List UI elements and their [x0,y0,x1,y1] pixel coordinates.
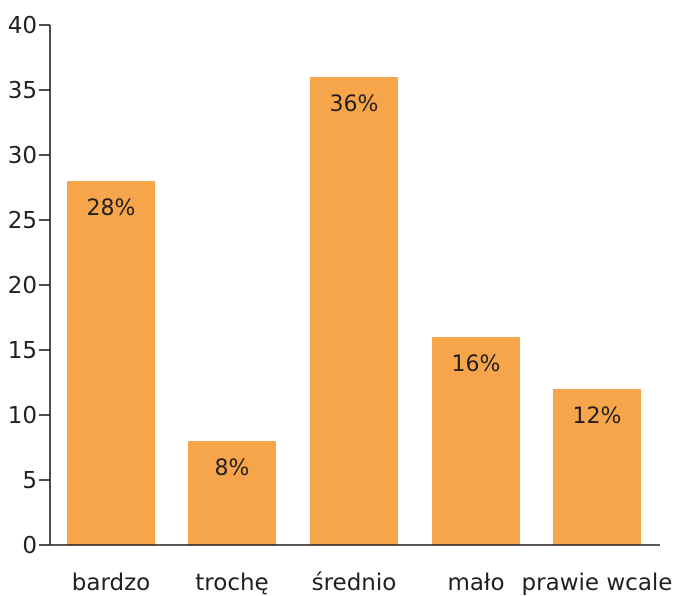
category-label: prawie wcale [522,570,673,596]
data-label: 36% [330,92,379,117]
y-tick-label: 30 [8,143,37,169]
category-label: mało [447,570,504,596]
y-tick-label: 5 [22,468,37,494]
bar-4 [553,389,641,545]
y-tick-label: 25 [8,208,37,234]
x-axis: bardzo trochę średnio mało prawie wcale [50,544,673,596]
y-tick-label: 15 [8,338,37,364]
y-tick-label: 20 [8,273,37,299]
bar-3 [432,337,520,545]
data-label: 28% [87,196,136,221]
y-axis: 0 5 10 15 20 25 30 35 40 [8,13,51,559]
data-label: 8% [215,456,250,481]
y-tick-label: 10 [8,403,37,429]
data-label: 12% [573,404,622,429]
y-tick-label: 0 [22,533,37,559]
y-tick-label: 35 [8,78,37,104]
bar-0 [67,181,155,545]
bars: 28% 8% 36% 16% 12% [67,77,641,545]
bar-2 [310,77,398,545]
category-label: trochę [195,570,268,596]
category-label: średnio [312,570,397,596]
bar-1 [188,441,276,545]
y-tick-label: 40 [8,13,37,39]
data-label: 16% [452,352,501,377]
category-label: bardzo [72,570,151,596]
